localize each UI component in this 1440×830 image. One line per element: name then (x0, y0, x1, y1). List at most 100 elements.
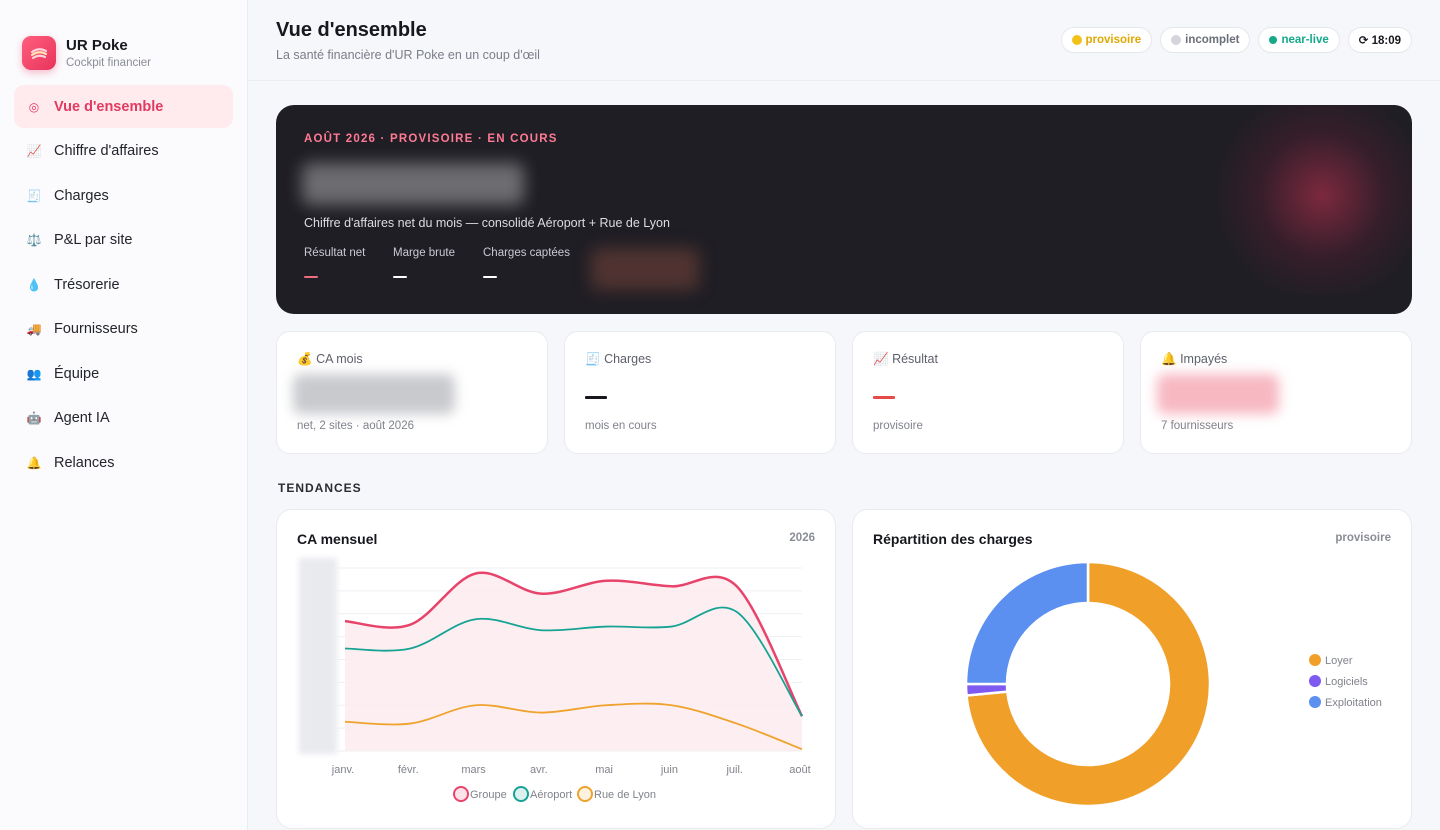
target-icon: ◎ (28, 99, 40, 114)
chart-up-icon: 📈 (873, 352, 889, 366)
hero-stat-captured-charges: Charges captées (483, 247, 570, 278)
droplet-icon: 💧 (26, 277, 42, 292)
hero-stat-net-result: Résultat net (304, 247, 365, 278)
x-tick-label: juin (660, 764, 678, 776)
kpi-label: Charges (604, 352, 652, 366)
legend-label[interactable]: Aéroport (530, 789, 572, 801)
line-chart: janv. févr. mars avr. mai juin juil. août Groupe… (299, 558, 811, 802)
sidebar-nav: ◎ Vue d'ensemble 📈 Chiffre d'affaires 🧾 Charg… (14, 85, 233, 486)
status-badge-near-live: near-live (1258, 27, 1340, 53)
sidebar-item-label: Vue d'ensemble (54, 98, 164, 115)
chart-card-repartition-charges: Répartition des charges provisoire Loyer… (852, 509, 1412, 829)
sidebar-item-suppliers[interactable]: 🚚 Fournisseurs (14, 308, 233, 351)
hero-stat-label: Marge brute (393, 247, 456, 259)
sidebar-item-label: Charges (54, 187, 109, 204)
hero-stat-dash (393, 276, 407, 278)
bell-icon: 🔔 (26, 455, 42, 470)
series-line-groupe (344, 571, 804, 717)
series-area-groupe (345, 572, 802, 751)
legend-swatch (1309, 696, 1321, 708)
legend-label[interactable]: Rue de Lyon (594, 789, 656, 801)
hero-stat-dash (304, 276, 318, 278)
poke-bowl-icon (30, 48, 48, 60)
legend-label[interactable]: Loyer (1325, 655, 1353, 667)
badge-label: ⟳ 18:09 (1358, 35, 1401, 47)
people-icon: 👥 (26, 366, 42, 381)
robot-icon: 🤖 (26, 411, 42, 425)
hero-stat-gross-margin: Marge brute (393, 247, 455, 278)
legend-swatch (513, 786, 529, 802)
legend-swatch (577, 786, 593, 802)
badge-label: incomplet (1185, 34, 1240, 46)
bell-icon: 🔔 (1161, 352, 1177, 366)
donut-slice-loyer[interactable] (965, 560, 1212, 808)
status-dot-icon (1071, 35, 1082, 45)
brand-name: UR Poke (66, 37, 128, 54)
legend-label[interactable]: Groupe (470, 789, 507, 801)
brand-subtitle: Cockpit financier (66, 57, 152, 69)
sidebar-item-pnl-site[interactable]: ⚖️ P&L par site (14, 219, 233, 262)
hero-eyebrow: AOÛT 2026 · PROVISOIRE · EN COURS (304, 133, 558, 145)
x-tick-label: mai (595, 764, 613, 776)
legend-swatch (1309, 675, 1321, 687)
kpi-note: net, 2 sites · août 2026 (297, 420, 414, 432)
chart-title: Répartition des charges (873, 531, 1033, 547)
sidebar-item-ai-agent[interactable]: 🤖 Agent IA (14, 397, 233, 440)
x-tick-label: juil. (725, 764, 743, 776)
refresh-time-badge[interactable]: ⟳ 18:09 (1347, 27, 1412, 53)
chart-year-tag: 2026 (789, 532, 815, 544)
kpi-label: Impayés (1180, 352, 1228, 366)
legend-label[interactable]: Logiciels (1325, 676, 1368, 688)
donut-slice-exploitation[interactable] (964, 560, 1090, 686)
x-tick-label: févr. (398, 764, 419, 776)
sidebar-item-reminders[interactable]: 🔔 Relances (14, 441, 233, 484)
hero-amount-blurred (302, 163, 524, 205)
chart-status-tag: provisoire (1335, 532, 1391, 544)
x-tick-label: août (789, 764, 810, 776)
kpi-note: mois en cours (585, 420, 657, 432)
chart-card-ca-mensuel: CA mensuel 2026 janv. févr. mars avr. mai jui… (276, 509, 836, 829)
status-badge-incomplet: incomplet (1160, 27, 1251, 53)
kpi-card-resultat[interactable]: 📈 Résultat provisoire (852, 331, 1124, 454)
series-line-aeroport (344, 606, 803, 717)
kpi-value-blurred (1157, 374, 1279, 414)
page-title: Vue d'ensemble (276, 19, 427, 41)
status-dot-icon (1171, 35, 1182, 45)
badge-label: near-live (1281, 34, 1329, 46)
sidebar-item-label: Relances (54, 454, 115, 471)
scale-icon: ⚖️ (26, 233, 42, 247)
legend-swatch (453, 786, 469, 802)
y-axis-blurred (299, 558, 337, 754)
kpi-card-ca-mois[interactable]: 💰 CA mois net, 2 sites · août 2026 (276, 331, 548, 454)
chart-title: CA mensuel (297, 531, 378, 547)
sidebar-item-label: Fournisseurs (54, 321, 138, 337)
sidebar-item-overview[interactable]: ◎ Vue d'ensemble (14, 85, 233, 128)
section-title: TENDANCES (278, 481, 362, 495)
status-dot-icon (1269, 36, 1278, 44)
receipt-icon: 🧾 (585, 352, 601, 366)
badge-label: provisoire (1085, 34, 1142, 46)
x-tick-label: mars (461, 764, 486, 776)
sidebar-item-treasury[interactable]: 💧 Trésorerie (14, 263, 233, 306)
sidebar-item-team[interactable]: 👥 Équipe (14, 352, 233, 395)
legend-swatch (1309, 654, 1321, 666)
hero-description: Chiffre d'affaires net du mois — consoli… (304, 216, 670, 230)
status-badge-provisoire: provisoire (1060, 27, 1153, 53)
brand[interactable]: UR Poke Cockpit financier (0, 0, 247, 80)
status-badges: provisoire incomplet near-live ⟳ 18:09 (1060, 27, 1412, 53)
sidebar-item-charges[interactable]: 🧾 Charges (14, 174, 233, 217)
kpi-note: 7 fournisseurs (1161, 420, 1234, 432)
donut-chart: Loyer Logiciels Exploitation (964, 560, 1382, 808)
hero-stat-label: Charges captées (483, 247, 570, 259)
legend-label[interactable]: Exploitation (1325, 697, 1382, 709)
money-bag-icon: 💰 (297, 352, 313, 366)
truck-icon: 🚚 (26, 322, 42, 336)
hero-glow (1202, 105, 1412, 295)
hero-stat-dash (483, 276, 497, 278)
kpi-card-charges[interactable]: 🧾 Charges mois en cours (564, 331, 836, 454)
sidebar-item-label: Agent IA (54, 410, 110, 426)
kpi-card-impayes[interactable]: 🔔 Impayés 7 fournisseurs (1140, 331, 1412, 454)
sidebar-item-label: P&L par site (54, 232, 133, 248)
chart-up-icon: 📈 (26, 144, 42, 158)
sidebar-item-revenue[interactable]: 📈 Chiffre d'affaires (14, 130, 233, 173)
